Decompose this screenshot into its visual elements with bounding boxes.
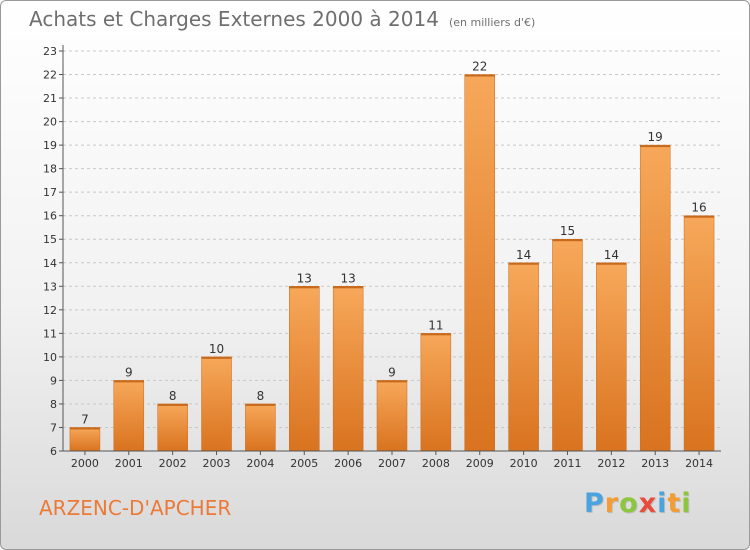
value-label-2014: 16 [691, 201, 706, 215]
bar-2003 [201, 356, 232, 452]
labels: 6 7 8 9 10 11 12 13 14 15 16 17 18 19 20 21 22 23 7 2000 9 20… [43, 45, 713, 470]
y-tick-label: 13 [43, 280, 57, 293]
chart-subtitle: (en milliers d'€) [448, 16, 536, 29]
y-tick-label: 23 [43, 45, 57, 58]
x-tick-label: 2005 [290, 457, 318, 470]
bar-top-edge [420, 333, 451, 336]
logo-letter: x [638, 488, 658, 519]
bars [69, 74, 715, 452]
city-name: ARZENC-D'APCHER [39, 496, 232, 520]
bar-top-edge [333, 286, 364, 289]
value-label-2011: 15 [560, 224, 575, 238]
bar-2008 [420, 333, 452, 452]
x-tick-label: 2006 [334, 457, 362, 470]
logo-letter: i [657, 488, 668, 519]
bar-2001 [113, 380, 145, 452]
x-tick-label: 2001 [115, 457, 143, 470]
bar-top-edge [157, 403, 188, 406]
bar-top-edge [508, 262, 539, 265]
bar-top-edge [464, 74, 495, 77]
bar-2014 [683, 215, 715, 452]
value-label-2012: 14 [604, 248, 619, 262]
y-tick-label: 14 [43, 257, 57, 270]
logo-letter: P [584, 488, 605, 519]
bar-2000 [69, 427, 101, 452]
y-tick-label: 18 [43, 163, 57, 176]
x-tick-label: 2014 [685, 457, 713, 470]
bar-top-edge [289, 286, 320, 289]
y-tick-label: 7 [50, 421, 57, 434]
y-tick-label: 19 [43, 139, 57, 152]
logo-letter: t [667, 488, 682, 519]
bar-2007 [376, 380, 408, 452]
bar-top-edge [596, 262, 627, 265]
y-tick-label: 15 [43, 233, 57, 246]
bar-top-edge [201, 356, 232, 359]
chart-title-text: Achats et Charges Externes 2000 à 2014 [29, 7, 439, 31]
value-label-2002: 8 [169, 389, 177, 403]
x-tick-label: 2000 [71, 457, 99, 470]
bar-2009 [464, 74, 495, 452]
x-tick-label: 2007 [378, 457, 406, 470]
y-tick-label: 12 [43, 304, 57, 317]
x-tick-label: 2012 [597, 457, 625, 470]
logo-letter: r [604, 488, 620, 519]
bar-2010 [508, 262, 539, 452]
x-tick-label: 2011 [553, 457, 581, 470]
value-label-2003: 10 [209, 342, 224, 356]
chart-title: Achats et Charges Externes 2000 à 2014 (e… [29, 7, 535, 31]
value-label-2008: 11 [428, 318, 443, 332]
value-label-2005: 13 [297, 271, 312, 285]
bar-top-edge [69, 427, 100, 430]
y-tick-label: 22 [43, 69, 57, 82]
logo-letter: i [681, 488, 692, 519]
value-label-2001: 9 [125, 365, 133, 379]
bar-2004 [245, 403, 276, 452]
bar-top-edge [684, 215, 715, 218]
bar-top-edge [113, 380, 144, 383]
bar-2002 [157, 403, 188, 452]
y-tick-label: 8 [50, 398, 57, 411]
bar-2012 [596, 262, 627, 452]
axes [59, 45, 721, 455]
x-tick-label: 2010 [510, 457, 538, 470]
x-tick-label: 2002 [159, 457, 187, 470]
bar-2013 [639, 144, 671, 452]
y-tick-label: 16 [43, 210, 57, 223]
x-tick-label: 2004 [246, 457, 274, 470]
x-tick-label: 2003 [203, 457, 231, 470]
bar-2006 [332, 286, 364, 452]
bar-top-edge [377, 380, 407, 383]
y-tick-label: 17 [43, 186, 57, 199]
value-label-2004: 8 [257, 389, 265, 403]
bar-top-edge [245, 403, 276, 406]
value-label-2010: 14 [516, 248, 531, 262]
logo-letter: o [619, 488, 639, 519]
y-tick-label: 6 [50, 445, 57, 458]
value-label-2013: 19 [648, 130, 663, 144]
value-label-2006: 13 [340, 271, 355, 285]
bar-top-edge [552, 239, 583, 242]
value-label-2009: 22 [472, 60, 487, 74]
bar-2011 [552, 238, 583, 452]
x-tick-label: 2008 [422, 457, 450, 470]
y-tick-label: 21 [43, 92, 57, 105]
bar-top-edge [640, 145, 671, 148]
x-tick-label: 2013 [641, 457, 669, 470]
value-label-2007: 9 [388, 365, 396, 379]
value-label-2000: 7 [81, 412, 89, 426]
proxiti-logo: Proxiti [584, 488, 692, 519]
y-tick-label: 9 [50, 374, 57, 387]
bar-2005 [289, 286, 320, 452]
y-tick-label: 10 [43, 351, 57, 364]
y-tick-label: 11 [43, 327, 57, 340]
x-tick-label: 2009 [466, 457, 494, 470]
y-tick-label: 20 [43, 116, 57, 129]
